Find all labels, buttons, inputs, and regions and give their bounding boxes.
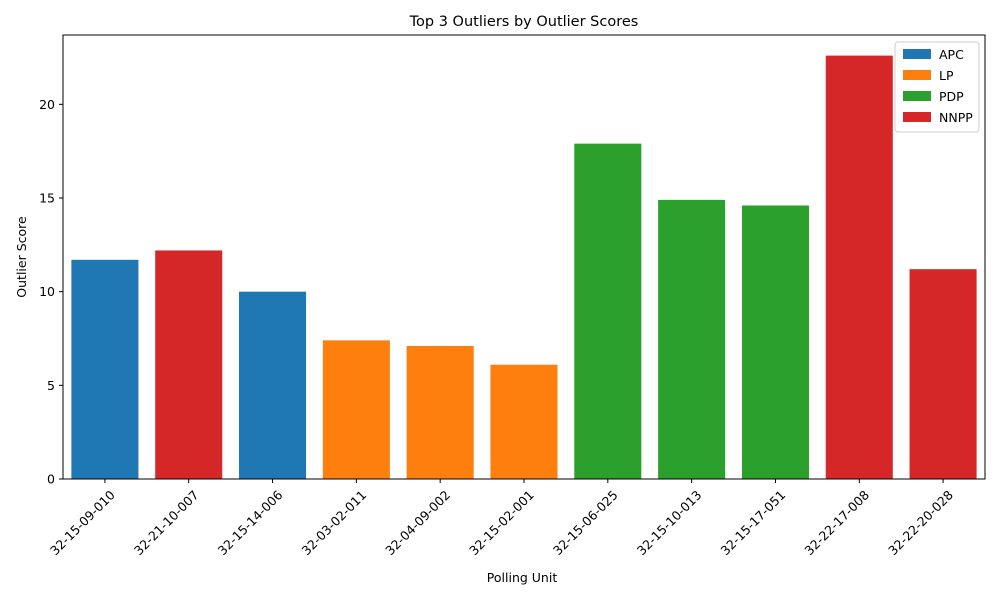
- bar-apc-32-15-14-006: [239, 291, 307, 479]
- legend-label-lp: LP: [939, 68, 954, 83]
- y-tick-label: 0: [47, 472, 55, 487]
- bar-pdp-32-15-17-051: [741, 205, 809, 480]
- y-tick-label: 5: [47, 378, 55, 393]
- x-tick-label: 32-21-10-007: [131, 487, 202, 558]
- y-tick-label: 10: [39, 284, 55, 299]
- x-tick-label: 32-15-09-010: [47, 487, 118, 558]
- legend-swatch-pdp: [903, 91, 931, 101]
- legend-label-nnpp: NNPP: [939, 110, 973, 125]
- y-tick-label: 15: [39, 190, 55, 205]
- legend-box: [894, 41, 980, 133]
- bar-nnpp-32-22-20-028: [909, 269, 977, 479]
- x-tick-label: 32-03-02-011: [298, 487, 369, 558]
- bar-nnpp-32-22-17-008: [825, 55, 893, 480]
- bar-lp-32-15-02-001: [490, 364, 558, 479]
- x-tick-label: 32-04-09-002: [382, 487, 453, 558]
- x-tick-label: 32-22-17-008: [801, 487, 872, 558]
- x-axis-label: Polling Unit: [487, 570, 558, 585]
- x-tick-label: 32-15-10-013: [634, 487, 705, 558]
- x-tick-label: 32-15-06-025: [550, 487, 621, 558]
- bar-pdp-32-15-10-013: [658, 199, 726, 480]
- legend-swatch-apc: [903, 49, 931, 59]
- bar-nnpp-32-21-10-007: [155, 250, 223, 479]
- legend-swatch-nnpp: [903, 112, 931, 122]
- bar-lp-32-04-09-002: [406, 345, 474, 479]
- chart-title: Top 3 Outliers by Outlier Scores: [409, 14, 639, 30]
- legend: APC LP PDP NNPP: [894, 41, 980, 133]
- bar-lp-32-03-02-011: [322, 340, 390, 479]
- bar-pdp-32-15-06-025: [574, 143, 642, 479]
- bars-layer: [71, 55, 977, 480]
- bar-apc-32-15-09-010: [71, 259, 139, 479]
- legend-label-pdp: PDP: [939, 89, 964, 104]
- x-tick-label: 32-15-02-001: [466, 487, 537, 558]
- x-tick-label: 32-15-17-051: [718, 487, 789, 558]
- x-tick-label: 32-22-20-028: [885, 487, 956, 558]
- legend-swatch-lp: [903, 70, 931, 80]
- x-tick-label: 32-15-14-006: [215, 487, 286, 558]
- y-axis-label: Outlier Score: [14, 216, 29, 298]
- legend-label-apc: APC: [939, 47, 964, 62]
- y-tick-label: 20: [39, 97, 55, 112]
